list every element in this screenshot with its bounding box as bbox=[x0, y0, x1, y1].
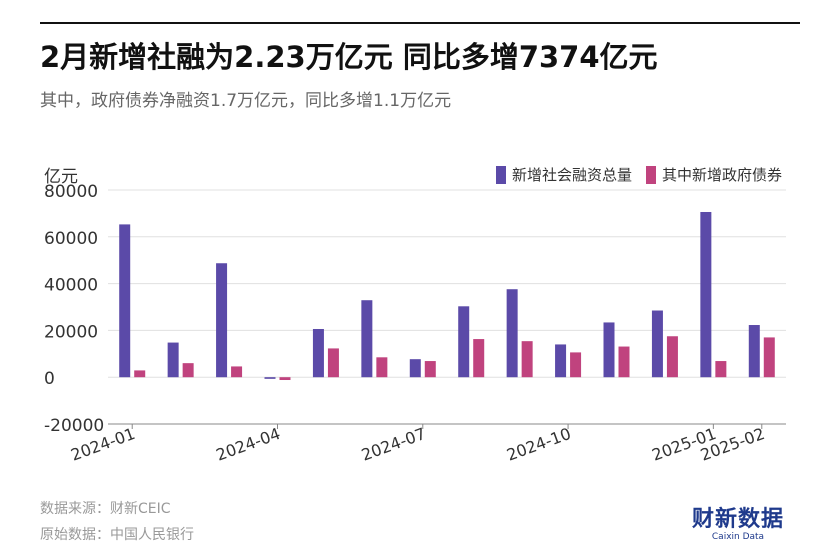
bar-total-financing bbox=[555, 344, 567, 378]
legend-label-total: 新增社会融资总量 bbox=[511, 166, 632, 184]
legend: 新增社会融资总量 其中新增政府债券 bbox=[495, 164, 782, 185]
top-rule bbox=[40, 22, 800, 24]
bar-gov-bonds bbox=[521, 341, 533, 378]
bar-total-financing bbox=[216, 263, 228, 378]
legend-label-gov-bonds: 其中新增政府债券 bbox=[661, 166, 782, 184]
logo-text: 财新数据 bbox=[691, 507, 784, 532]
bar-gov-bonds bbox=[327, 348, 339, 378]
bar-total-financing bbox=[748, 325, 760, 378]
bar-gov-bonds bbox=[231, 366, 243, 378]
legend-swatch-total bbox=[495, 165, 506, 184]
bar-total-financing bbox=[458, 306, 470, 378]
bar-gov-bonds bbox=[424, 361, 436, 378]
bar-gov-bonds bbox=[134, 370, 146, 378]
bar-total-financing bbox=[264, 377, 276, 379]
y-axis-unit-label: 亿元 bbox=[44, 167, 78, 187]
y-tick-label: 40000 bbox=[44, 276, 98, 296]
bar-gov-bonds bbox=[376, 357, 388, 378]
bar-gov-bonds bbox=[666, 336, 678, 378]
bar-gov-bonds bbox=[182, 363, 194, 378]
bar-total-financing bbox=[651, 310, 663, 378]
caixin-data-logo: 财新数据 Caixin Data bbox=[691, 507, 784, 543]
y-tick-label: -20000 bbox=[44, 416, 104, 436]
bar-gov-bonds bbox=[570, 352, 582, 378]
bar-total-financing bbox=[700, 211, 712, 378]
data-source: 数据来源：财新CEIC bbox=[40, 501, 171, 517]
bar-total-financing bbox=[167, 342, 179, 378]
original-data-source: 原始数据：中国人民银行 bbox=[40, 527, 194, 543]
legend-swatch-gov-bonds bbox=[645, 165, 656, 184]
bar-gov-bonds bbox=[279, 377, 291, 381]
x-tick-label: 2024-07 bbox=[359, 424, 428, 465]
chart-title: 2月新增社融为2.23万亿元 同比多增7374亿元 bbox=[40, 40, 658, 74]
legend-item-gov-bonds: 其中新增政府债券 bbox=[645, 164, 782, 185]
bar-gov-bonds bbox=[473, 339, 485, 378]
y-tick-label: 20000 bbox=[44, 322, 98, 342]
bar-total-financing bbox=[603, 322, 615, 378]
chart-subtitle: 其中，政府债券净融资1.7万亿元，同比多增1.1万亿元 bbox=[40, 91, 452, 111]
bar-total-financing bbox=[506, 289, 518, 378]
bar-gov-bonds bbox=[763, 337, 775, 378]
logo-subtext: Caixin Data bbox=[711, 532, 765, 542]
bar-total-financing bbox=[119, 224, 131, 378]
y-tick-label: 60000 bbox=[44, 229, 98, 249]
x-tick-label: 2024-10 bbox=[504, 424, 573, 465]
y-tick-label: 0 bbox=[44, 369, 55, 389]
bar-gov-bonds bbox=[715, 361, 727, 378]
y-tick-label: 80000 bbox=[44, 182, 98, 202]
bar-total-financing bbox=[312, 328, 324, 378]
bar-total-financing bbox=[361, 300, 373, 378]
bar-total-financing bbox=[409, 359, 421, 378]
bar-gov-bonds bbox=[618, 346, 630, 378]
x-tick-label: 2024-04 bbox=[214, 424, 283, 465]
legend-item-total: 新增社会融资总量 bbox=[495, 164, 632, 185]
